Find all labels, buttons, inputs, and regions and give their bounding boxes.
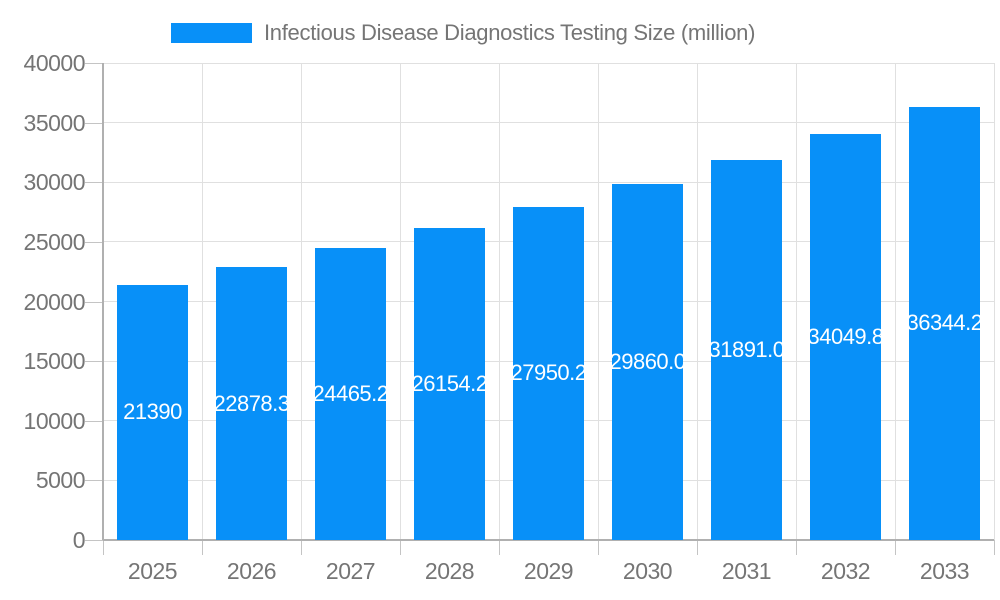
y-axis-tick-label: 25000 — [23, 228, 86, 255]
x-axis-tick-label: 2033 — [919, 558, 970, 584]
y-tick — [85, 540, 103, 541]
x-tick — [993, 540, 995, 555]
bar-2025[interactable]: 21390 — [117, 284, 188, 540]
y-tick — [85, 63, 103, 64]
plot-area: 21390 22878.3 24465.2 26154.2 27950.2 29860.0… — [85, 62, 995, 555]
x-tick — [894, 540, 896, 555]
x-axis-tick-label: 2032 — [820, 558, 871, 584]
y-axis-line — [102, 63, 104, 540]
bar-value-label: 36344.2 — [909, 310, 980, 336]
y-axis-tick-label: 30000 — [23, 169, 86, 196]
chart-title: Infectious Disease Diagnostics Testing S… — [264, 20, 756, 45]
y-tick — [85, 122, 103, 124]
bar-value-label: 24465.2 — [315, 381, 386, 407]
h-gridline — [103, 122, 994, 124]
x-axis-tick-label: 2031 — [721, 558, 772, 584]
v-gridline — [993, 63, 995, 540]
v-gridline — [399, 63, 401, 540]
v-gridline — [894, 63, 896, 540]
h-gridline — [103, 62, 994, 64]
x-axis-tick-label: 2028 — [424, 558, 475, 584]
bar-2032[interactable]: 34049.8 — [810, 133, 881, 540]
y-axis-tick-label: 0 — [72, 527, 86, 553]
bar-value-label: 26154.2 — [414, 371, 485, 397]
y-tick — [85, 241, 103, 243]
x-tick — [201, 540, 203, 555]
y-axis-tick-label: 10000 — [23, 407, 86, 434]
y-tick — [85, 480, 103, 482]
x-axis-tick-label: 2026 — [226, 558, 277, 584]
legend-swatch — [171, 23, 252, 43]
bar-2026[interactable]: 22878.3 — [216, 267, 287, 540]
bar-2028[interactable]: 26154.2 — [414, 228, 485, 540]
y-tick — [85, 301, 103, 303]
x-tick — [300, 540, 302, 555]
x-tick — [795, 540, 797, 555]
x-tick — [696, 540, 698, 555]
y-axis-tick-label: 20000 — [23, 288, 86, 315]
bar-2030[interactable]: 29860.0 — [612, 183, 683, 540]
legend-item[interactable]: Infectious Disease Diagnostics Testing S… — [171, 18, 755, 48]
bar-value-label: 29860.0 — [612, 348, 683, 374]
x-axis-line — [103, 539, 994, 541]
bar-2027[interactable]: 24465.2 — [315, 248, 386, 540]
x-tick — [102, 540, 104, 555]
y-tick — [85, 182, 103, 184]
bar-2029[interactable]: 27950.2 — [513, 206, 584, 540]
h-gridline — [103, 181, 994, 183]
x-axis-tick-label: 2027 — [325, 558, 376, 584]
bar-2033[interactable]: 36344.2 — [909, 106, 980, 540]
v-gridline — [201, 63, 203, 540]
bar-2031[interactable]: 31891.0 — [711, 159, 782, 540]
bar-value-label: 31891.0 — [711, 336, 782, 362]
v-gridline — [597, 63, 599, 540]
y-axis-tick-label: 15000 — [23, 348, 86, 375]
v-gridline — [300, 63, 302, 540]
x-axis-tick-label: 2029 — [523, 558, 574, 584]
x-axis-tick-label: 2025 — [127, 558, 178, 584]
bar-value-label: 27950.2 — [513, 360, 584, 386]
x-tick — [597, 540, 599, 555]
x-tick — [498, 540, 500, 555]
y-axis-tick-label: 5000 — [35, 467, 86, 494]
y-tick — [85, 420, 103, 422]
v-gridline — [498, 63, 500, 540]
y-tick — [85, 361, 103, 363]
y-axis-tick-label: 40000 — [23, 50, 86, 76]
bar-value-label: 21390 — [123, 399, 182, 425]
v-gridline — [795, 63, 797, 540]
v-gridline — [696, 63, 698, 540]
bar-value-label: 22878.3 — [216, 390, 287, 416]
x-axis-tick-label: 2030 — [622, 558, 673, 584]
y-axis-tick-label: 35000 — [23, 109, 86, 136]
bar-value-label: 34049.8 — [810, 323, 881, 349]
x-tick — [399, 540, 401, 555]
